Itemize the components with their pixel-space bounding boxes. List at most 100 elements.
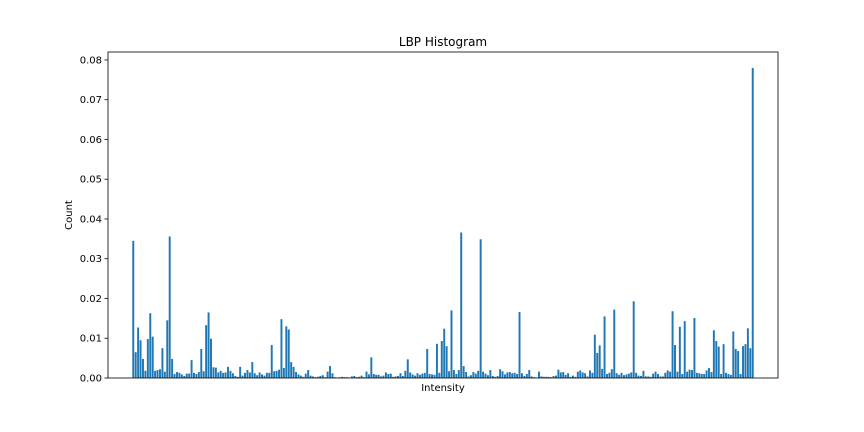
bar	[433, 374, 436, 378]
bar	[380, 376, 383, 378]
bar	[287, 329, 290, 378]
bar	[623, 375, 625, 378]
bar	[615, 373, 618, 378]
bar	[452, 370, 455, 378]
bar	[654, 371, 657, 378]
bar	[188, 373, 191, 378]
bar	[525, 374, 528, 378]
bar	[494, 376, 497, 378]
bar	[435, 343, 438, 378]
bar	[637, 375, 640, 378]
bar	[443, 328, 446, 378]
bar	[244, 372, 246, 378]
bar	[751, 67, 754, 379]
bar	[479, 239, 482, 378]
bar	[292, 366, 295, 378]
bar	[472, 372, 475, 378]
bar	[632, 301, 635, 378]
bar	[557, 369, 560, 378]
bar	[496, 376, 499, 378]
bar	[591, 372, 594, 378]
bar	[630, 372, 633, 378]
y-tick-label: 0.05	[80, 175, 102, 186]
bar	[722, 344, 725, 378]
bar	[239, 366, 242, 378]
bar	[253, 373, 256, 378]
bar	[554, 375, 557, 378]
bar	[231, 373, 234, 378]
bar	[387, 374, 390, 378]
bar	[173, 374, 176, 378]
bar	[404, 370, 407, 378]
bar	[469, 375, 472, 378]
y-axis-label: Count	[64, 200, 75, 230]
bar	[678, 326, 681, 378]
bar	[137, 327, 140, 378]
bar	[649, 376, 652, 378]
bar	[200, 348, 203, 378]
bar	[144, 370, 147, 378]
bar	[297, 374, 300, 378]
bar	[746, 328, 749, 378]
bar	[212, 367, 215, 378]
bar	[176, 372, 178, 378]
bar	[246, 370, 249, 378]
bar	[219, 370, 222, 378]
bar	[601, 368, 604, 378]
bar	[564, 374, 567, 378]
bar	[455, 374, 458, 378]
bar	[270, 345, 273, 378]
bar	[540, 376, 543, 378]
bar	[467, 376, 470, 378]
bar	[501, 371, 504, 378]
bar	[705, 370, 708, 378]
y-tick-label: 0.02	[80, 294, 102, 305]
bar	[273, 371, 276, 378]
bar	[360, 375, 363, 378]
bar	[353, 376, 356, 378]
bar	[503, 374, 506, 378]
bar	[202, 371, 205, 378]
bar	[739, 374, 742, 378]
plot-frame	[107, 51, 779, 379]
bar	[438, 372, 441, 378]
bar	[720, 374, 723, 378]
bar	[729, 374, 732, 378]
bar	[462, 366, 465, 378]
bar	[486, 375, 489, 378]
bar	[669, 371, 672, 378]
bar	[326, 371, 329, 378]
bar	[426, 348, 429, 378]
bar	[350, 376, 353, 378]
bar	[586, 376, 589, 378]
bar	[423, 372, 426, 378]
bar	[547, 376, 550, 378]
bar	[482, 371, 485, 378]
bar	[399, 373, 402, 378]
bar	[139, 340, 142, 378]
bar	[154, 370, 157, 378]
bar	[440, 341, 443, 378]
bar	[484, 373, 487, 378]
bar	[166, 320, 169, 378]
bar	[285, 326, 288, 378]
bar	[703, 374, 706, 378]
bar	[394, 376, 397, 378]
bar	[416, 373, 419, 378]
bar	[295, 372, 297, 378]
y-tick-label: 0.01	[80, 334, 102, 345]
bar	[309, 375, 312, 378]
bar	[625, 374, 628, 378]
bar	[367, 374, 370, 378]
bar	[227, 366, 229, 378]
bar	[401, 376, 404, 378]
bar	[537, 371, 540, 378]
bar	[545, 376, 548, 378]
bar	[134, 352, 137, 378]
bar	[149, 313, 152, 378]
bar	[431, 374, 434, 378]
bar	[217, 372, 220, 378]
bar	[331, 373, 334, 378]
bar	[618, 374, 621, 378]
bar	[572, 375, 574, 378]
